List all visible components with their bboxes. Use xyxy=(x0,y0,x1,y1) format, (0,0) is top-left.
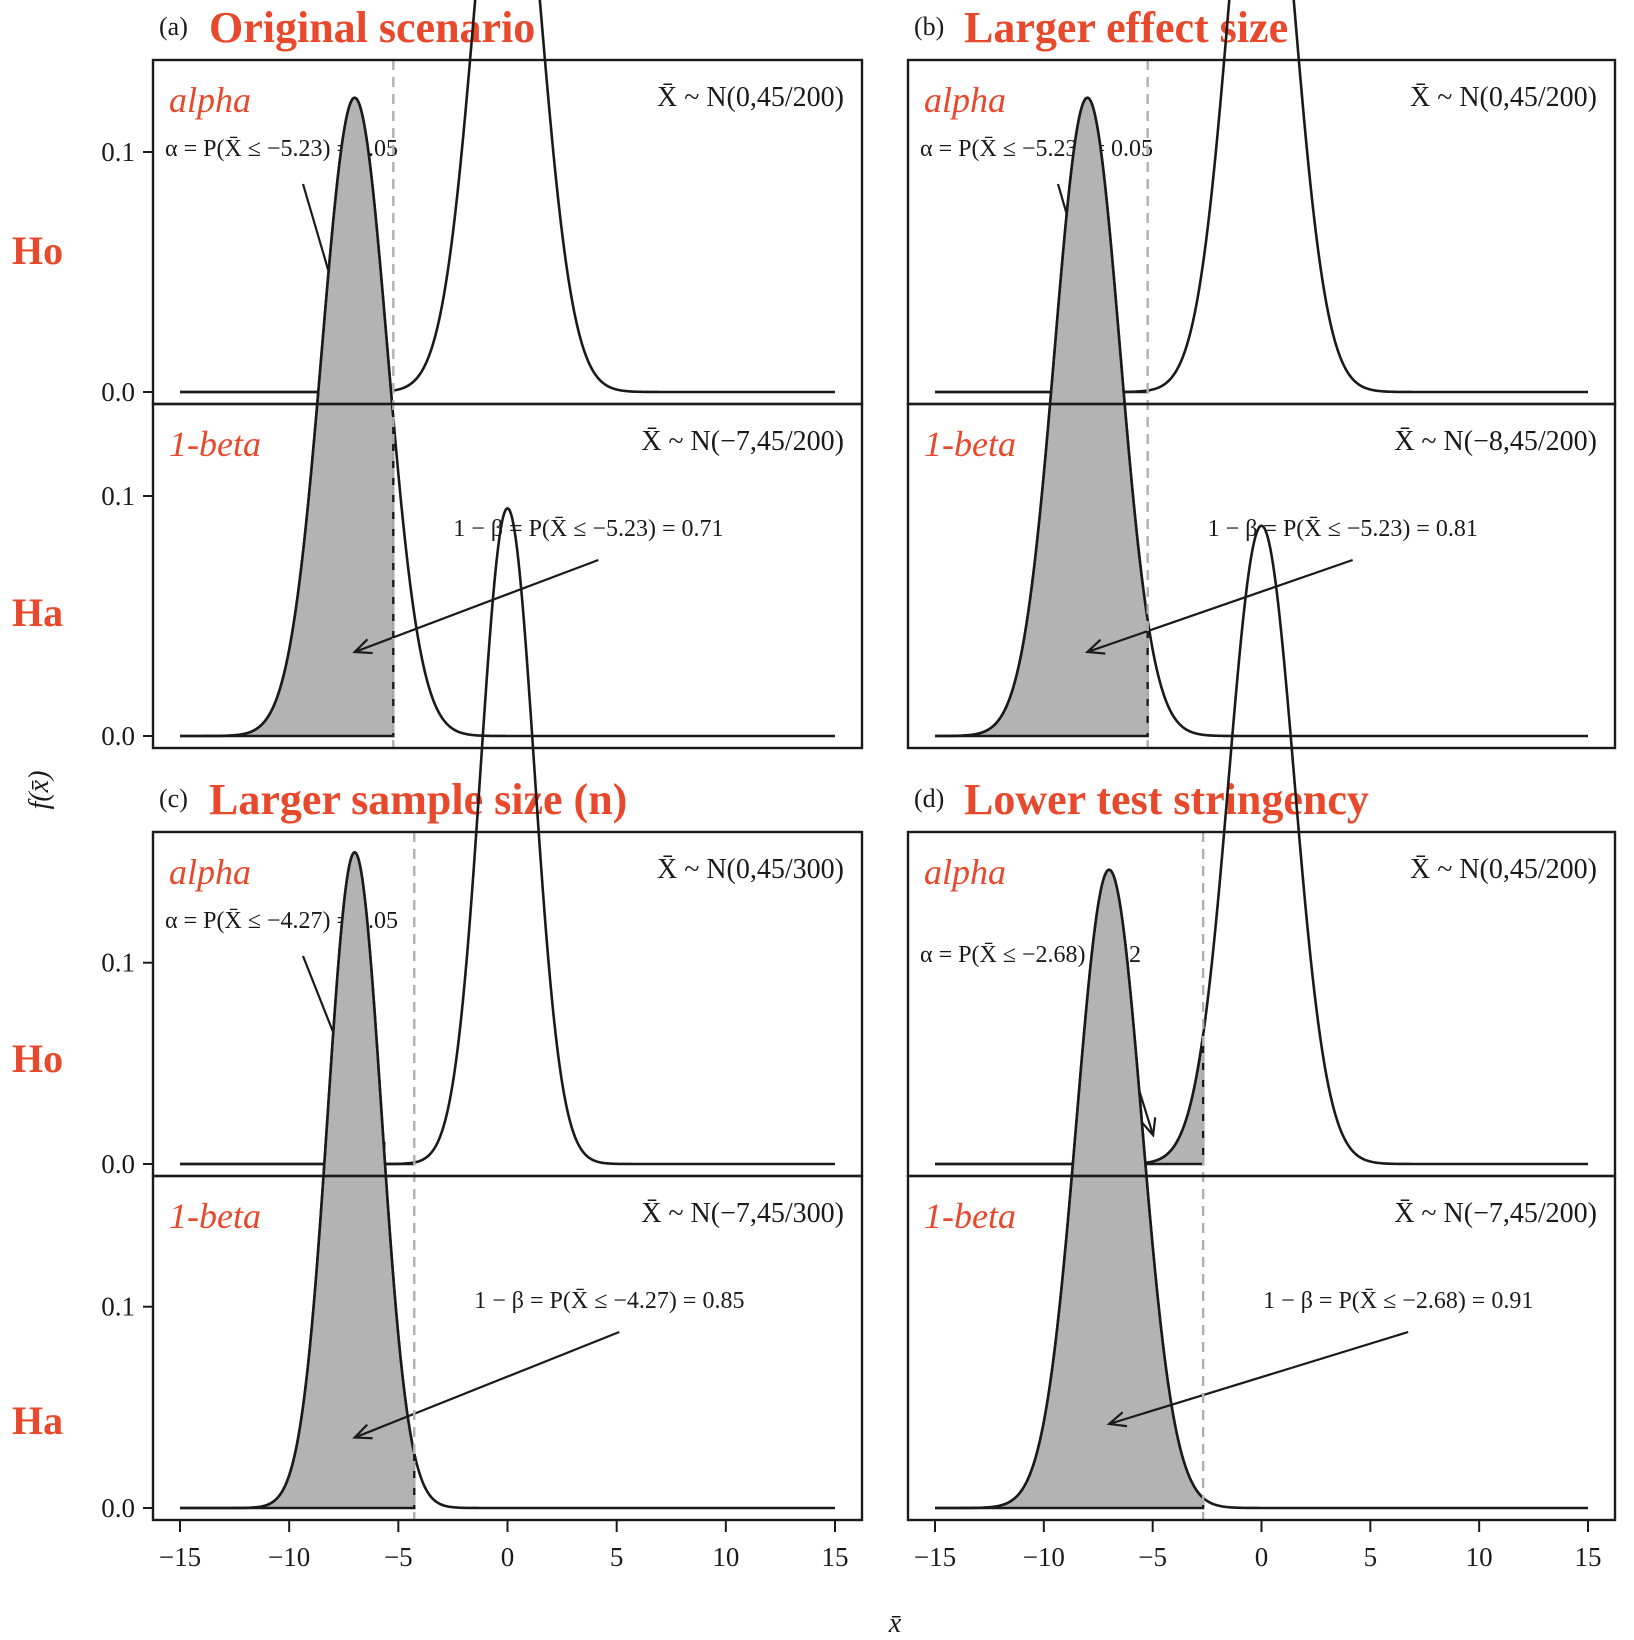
x-tick-label: 10 xyxy=(1466,1542,1493,1572)
y-tick-label: 0.0 xyxy=(101,721,135,751)
power-region xyxy=(934,96,1149,738)
alpha-region xyxy=(935,1034,1205,1166)
y-tick-label: 0.1 xyxy=(101,481,135,511)
distribution-label: X̄ ~ N(0,45/200) xyxy=(657,82,844,113)
distribution-label: X̄ ~ N(0,45/300) xyxy=(657,854,844,885)
x-axis-label: x̄ xyxy=(888,1608,902,1639)
power-region xyxy=(180,96,395,738)
panel-a: (a) Original scenario alpha X̄ ~ N(0,45/200… xyxy=(101,0,864,751)
distribution-label: X̄ ~ N(0,45/200) xyxy=(1410,82,1597,113)
x-tick-label: 5 xyxy=(610,1542,624,1572)
y-axis-label: f(x̄) xyxy=(24,771,55,810)
alt-frame xyxy=(151,402,864,750)
null-distribution: alpha X̄ ~ N(0,45/200)α = P(X̄ ≤ −2.68) =… xyxy=(920,524,1597,1166)
density-curve xyxy=(934,524,1589,1166)
density-curve xyxy=(179,851,836,1510)
alpha-annotation: α = P(X̄ ≤ −5.23) = 0.05 xyxy=(920,136,1153,162)
annotation-arrow xyxy=(354,558,599,654)
power-annotation: 1 − β = P(X̄ ≤ −5.23) = 0.81 xyxy=(1208,516,1478,542)
density-curve xyxy=(179,507,836,1166)
density-curve xyxy=(934,96,1589,738)
alpha-tag: alpha xyxy=(169,852,251,892)
alternative-distribution: 1-beta X̄ ~ N(−7,45/200) 1 − β = P(X̄ ≤ −2… xyxy=(924,868,1597,1510)
x-tick-label: −10 xyxy=(268,1542,310,1572)
power-annotation: 1 − β = P(X̄ ≤ −5.23) = 0.71 xyxy=(453,516,723,542)
panel-letter: (b) xyxy=(914,12,944,41)
x-tick-label: 0 xyxy=(501,1542,515,1572)
distribution-label: X̄ ~ N(−7,45/200) xyxy=(1394,1198,1597,1229)
y-tick-label: 0.1 xyxy=(101,1292,135,1322)
panel-b: (b) Larger effect size alpha X̄ ~ N(0,45/20… xyxy=(906,0,1617,750)
panel-title: Original scenario xyxy=(209,3,535,52)
panel-title: Lower test stringency xyxy=(964,775,1369,824)
beta-tag: 1-beta xyxy=(169,1196,261,1236)
x-tick-label: −5 xyxy=(1138,1542,1167,1572)
row-label-ho: Ho xyxy=(12,228,63,273)
alt-frame xyxy=(906,402,1617,750)
density-curve xyxy=(934,868,1589,1510)
arrow-head xyxy=(1084,638,1106,655)
x-tick-label: −5 xyxy=(384,1542,413,1572)
density-curve xyxy=(179,0,836,394)
x-tick-label: 0 xyxy=(1255,1542,1269,1572)
panel-c: (c) Larger sample size (n) alpha X̄ ~ N(0,4… xyxy=(101,507,864,1572)
density-curve xyxy=(179,96,836,738)
null-distribution: alpha X̄ ~ N(0,45/300)α = P(X̄ ≤ −4.27) =… xyxy=(101,507,844,1179)
power-annotation: 1 − β = P(X̄ ≤ −2.68) = 0.91 xyxy=(1263,1288,1533,1314)
panel-title: Larger sample size (n) xyxy=(209,775,627,824)
power-annotation: 1 − β = P(X̄ ≤ −4.27) = 0.85 xyxy=(474,1288,744,1314)
density-curve xyxy=(934,0,1589,394)
alternative-distribution: 1-beta X̄ ~ N(−8,45/200) 1 − β = P(X̄ ≤ −5… xyxy=(924,96,1597,738)
x-tick-label: −10 xyxy=(1023,1542,1065,1572)
y-tick-label: 0.0 xyxy=(101,377,135,407)
annotation-arrow xyxy=(1087,558,1354,654)
panel-d: (d) Lower test stringency alpha X̄ ~ N(0,45… xyxy=(906,524,1617,1572)
annotation-arrow xyxy=(1108,1330,1409,1426)
row-label-ha: Ha xyxy=(12,1398,63,1443)
alpha-tag: alpha xyxy=(924,80,1006,120)
distribution-label: X̄ ~ N(−7,45/200) xyxy=(641,426,844,457)
arrow-head xyxy=(1106,1411,1128,1428)
alternative-distribution: 1-beta X̄ ~ N(−7,45/300) 1 − β = P(X̄ ≤ −4… xyxy=(101,850,844,1523)
annotation-arrow xyxy=(354,1330,620,1439)
alpha-tag: alpha xyxy=(924,852,1006,892)
power-region xyxy=(180,850,416,1510)
y-tick-label: 0.1 xyxy=(101,137,135,167)
x-tick-label: 15 xyxy=(822,1542,849,1572)
alternative-distribution: 1-beta X̄ ~ N(−7,45/200) 1 − β = P(X̄ ≤ −5… xyxy=(101,96,844,751)
panel-letter: (a) xyxy=(159,12,188,41)
alpha-tag: alpha xyxy=(169,80,251,120)
x-tick-label: 15 xyxy=(1575,1542,1602,1572)
beta-tag: 1-beta xyxy=(924,1196,1016,1236)
x-tick-label: −15 xyxy=(159,1542,201,1572)
distribution-label: X̄ ~ N(0,45/200) xyxy=(1410,854,1597,885)
panel-letter: (d) xyxy=(914,784,944,813)
beta-tag: 1-beta xyxy=(169,424,261,464)
x-tick-label: 5 xyxy=(1364,1542,1378,1572)
x-tick-label: 10 xyxy=(712,1542,739,1572)
y-tick-label: 0.0 xyxy=(101,1493,135,1523)
arrow-head xyxy=(1140,1117,1157,1138)
distribution-label: X̄ ~ N(−8,45/200) xyxy=(1394,426,1597,457)
x-tick-label: −15 xyxy=(914,1542,956,1572)
beta-tag: 1-beta xyxy=(924,424,1016,464)
arrow-head xyxy=(352,1423,373,1440)
y-tick-label: 0.0 xyxy=(101,1149,135,1179)
distribution-label: X̄ ~ N(−7,45/300) xyxy=(641,1198,844,1229)
row-label-ho: Ho xyxy=(12,1036,63,1081)
panel-letter: (c) xyxy=(159,784,188,813)
row-label-ha: Ha xyxy=(12,590,63,635)
y-tick-label: 0.1 xyxy=(101,948,135,978)
arrow-head xyxy=(352,638,373,655)
panel-title: Larger effect size xyxy=(964,3,1288,52)
